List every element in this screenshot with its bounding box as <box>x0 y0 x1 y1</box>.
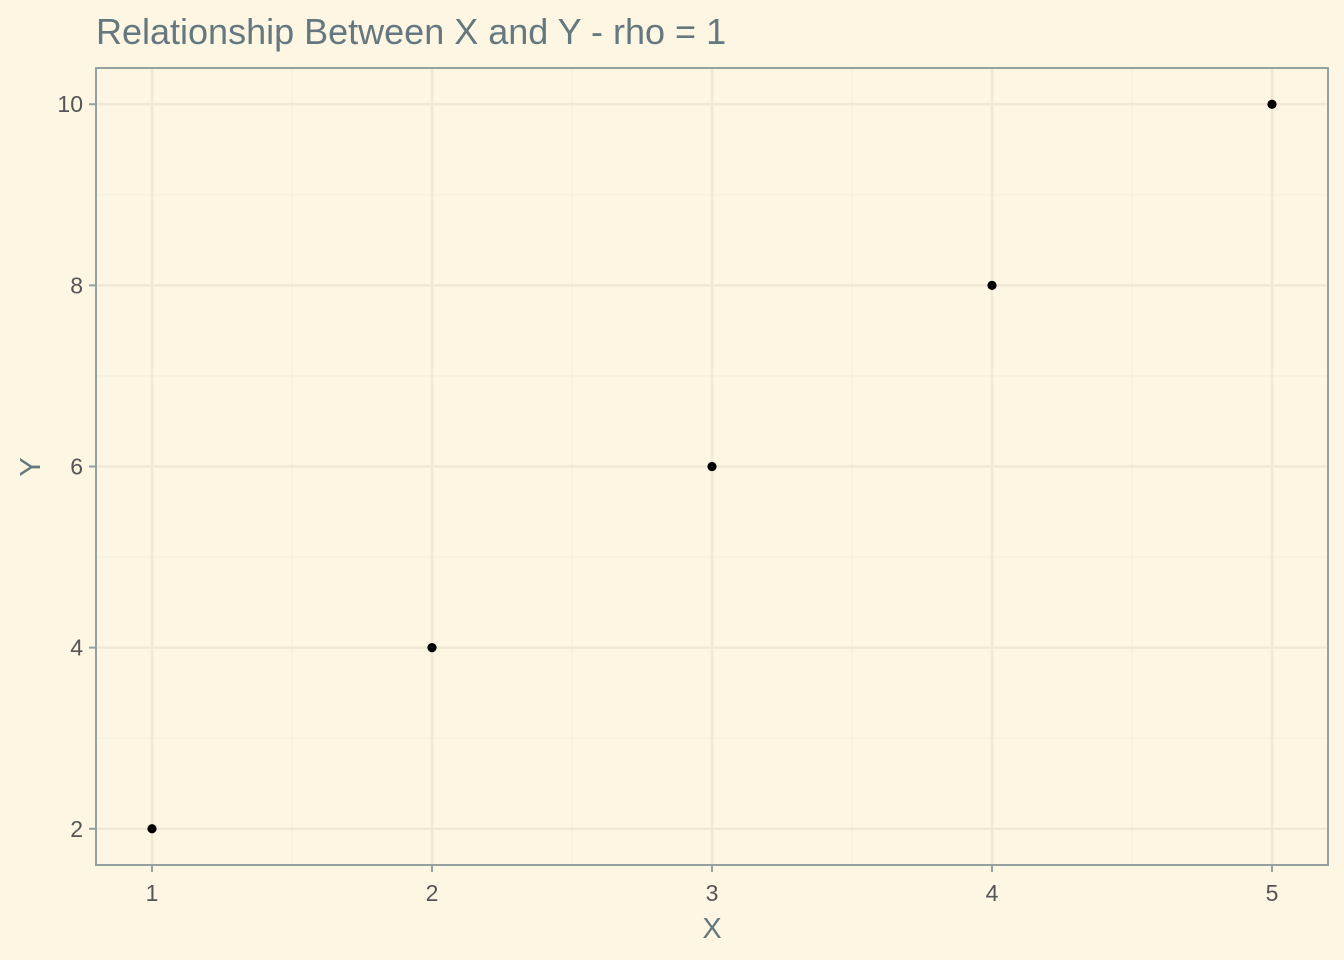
y-axis-label: Y <box>15 457 47 476</box>
data-point-1 <box>427 643 437 653</box>
data-points <box>147 99 1277 834</box>
data-point-2 <box>707 461 717 472</box>
x-tick-label-3: 4 <box>986 880 999 906</box>
y-tick-label-4: 10 <box>57 91 83 117</box>
x-axis-ticks: 1 2 3 4 5 <box>146 865 1279 906</box>
data-point-0 <box>147 824 157 834</box>
y-tick-label-3: 8 <box>70 272 83 298</box>
data-point-3 <box>987 280 997 290</box>
y-tick-label-2: 6 <box>70 454 83 480</box>
y-tick-label-1: 4 <box>70 635 83 661</box>
x-axis-label: X <box>702 913 721 945</box>
major-gridlines <box>96 68 1328 865</box>
y-tick-label-0: 2 <box>70 816 83 842</box>
data-point-4 <box>1267 99 1277 109</box>
chart-title: Relationship Between X and Y - rho = 1 <box>96 11 726 52</box>
x-tick-label-4: 5 <box>1266 880 1279 906</box>
x-tick-label-0: 1 <box>146 880 159 906</box>
y-axis-ticks: 2 4 6 8 10 <box>57 91 96 842</box>
x-tick-label-2: 3 <box>706 880 719 906</box>
x-tick-label-1: 2 <box>426 880 439 906</box>
